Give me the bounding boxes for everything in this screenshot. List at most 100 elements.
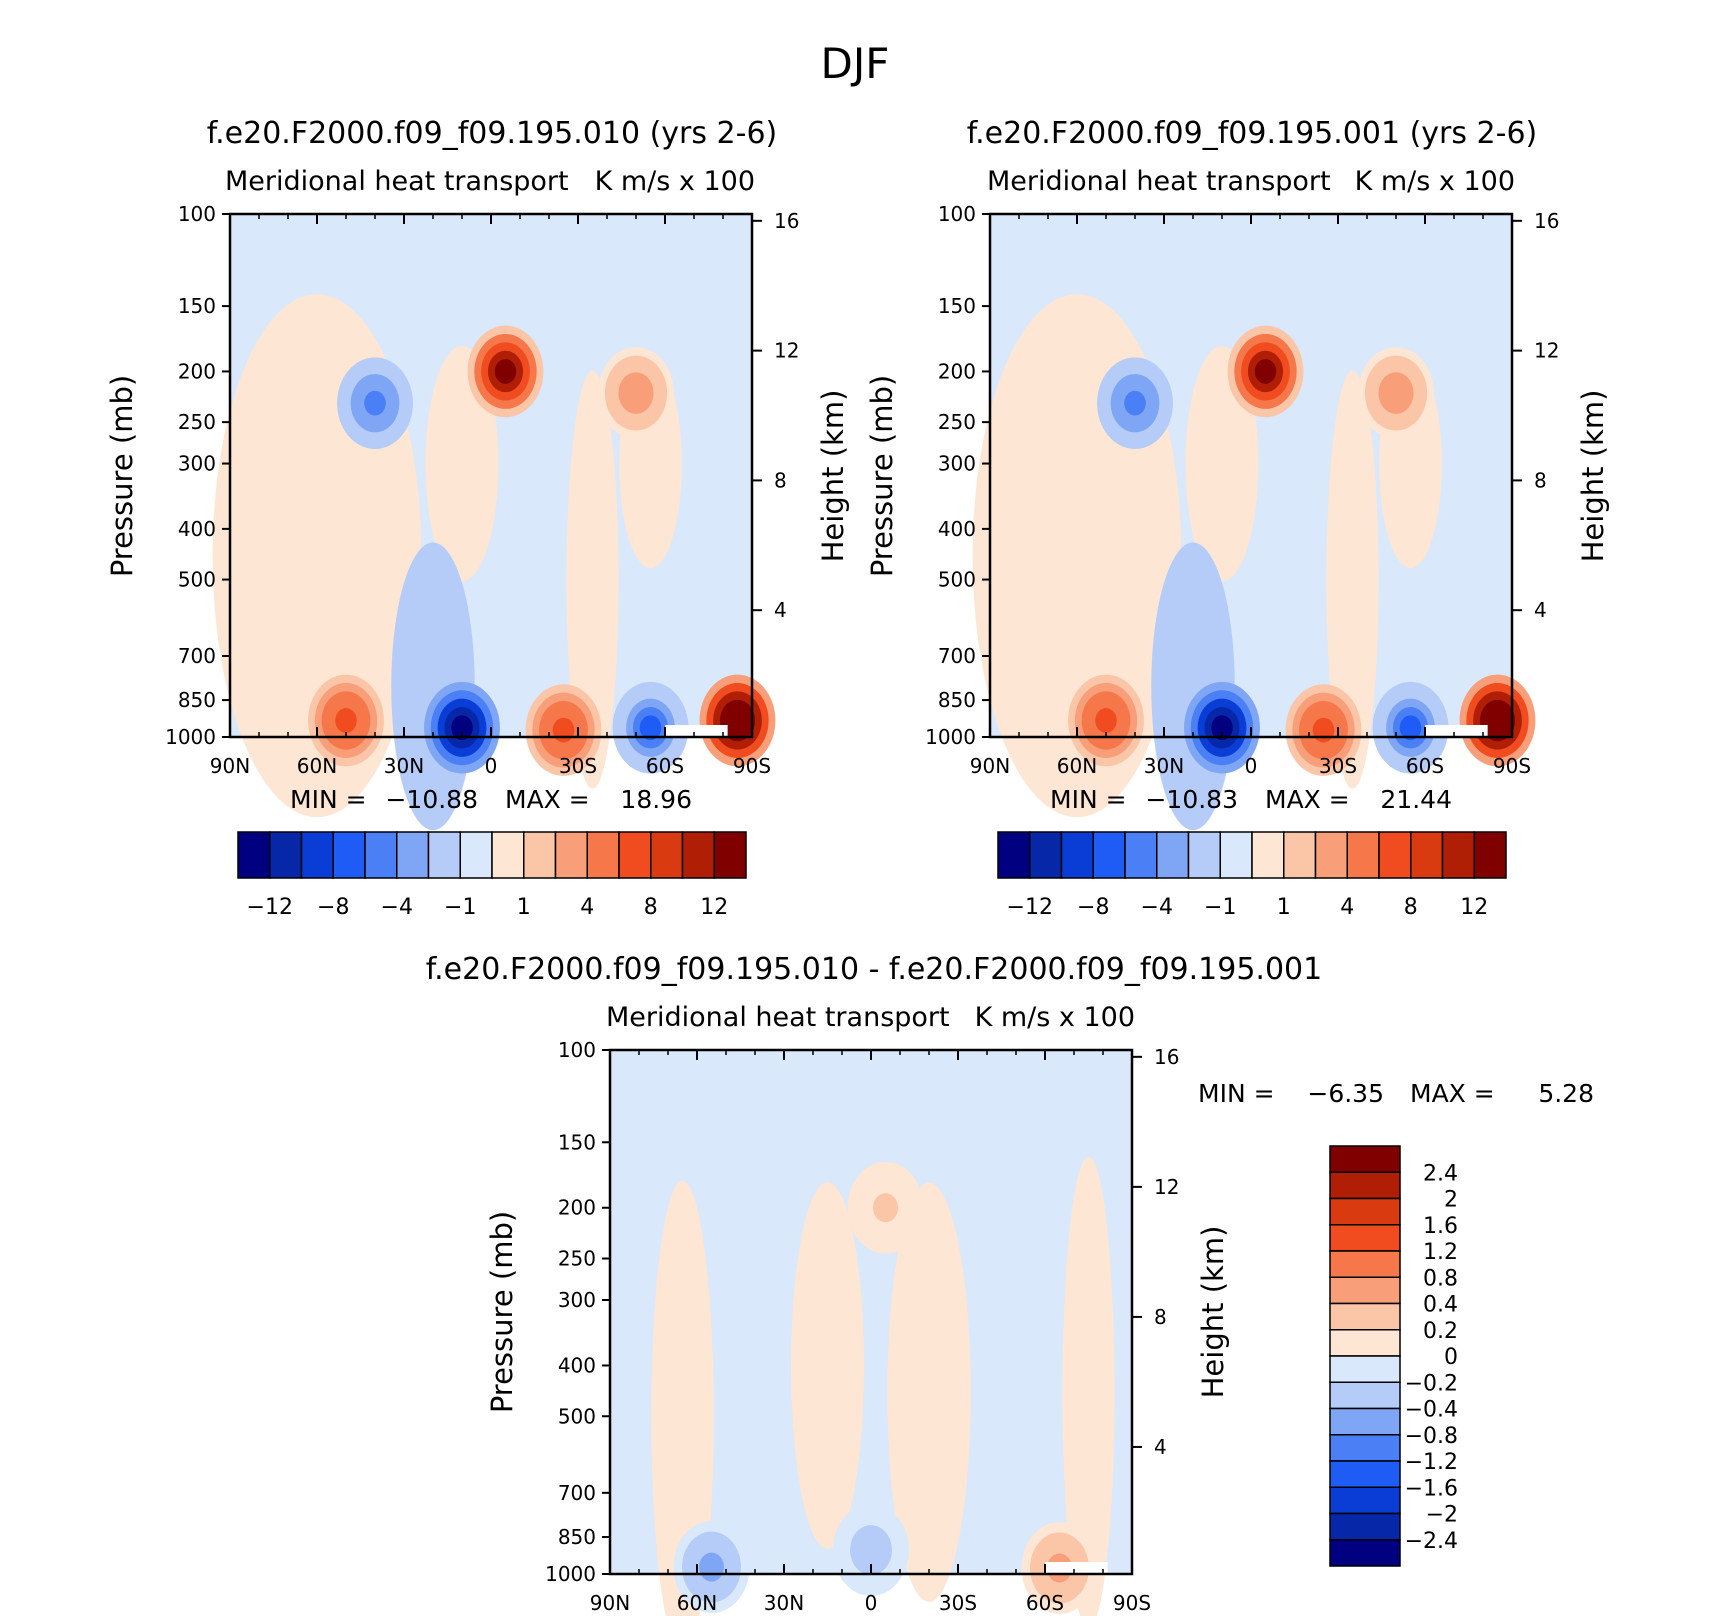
colorbar-swatch — [1329, 1276, 1401, 1305]
colorbar-swatch — [1410, 831, 1444, 879]
panel-diff-max-label: MAX = — [1410, 1079, 1495, 1108]
colorbar-label: 0.4 — [1423, 1293, 1458, 1318]
panel-case1-plot: 100 150 200 250 300 400 500 700 850 1000 16 12 8 4 90N… — [165, 202, 799, 831]
y-tick-label: 850 — [178, 688, 216, 712]
contour-feature — [1211, 715, 1233, 741]
contour-feature — [858, 1535, 884, 1565]
height-tick-label: 12 — [1154, 1175, 1179, 1199]
contour-feature — [1124, 390, 1146, 416]
colorbar-swatch — [332, 831, 366, 879]
y-tick-label: 400 — [938, 517, 976, 541]
colorbar-label: 1.2 — [1423, 1240, 1458, 1265]
colorbar-swatch — [1251, 831, 1285, 879]
panel-case2: f.e20.F2000.f09_f09.195.001 (yrs 2-6) Me… — [865, 116, 1610, 920]
colorbar-swatch — [1124, 831, 1158, 879]
panel-diff-min-value: −6.35 — [1307, 1079, 1384, 1108]
x-tick-label: 90S — [1113, 1591, 1151, 1615]
contour-feature — [335, 708, 357, 733]
contour-feature — [699, 1552, 724, 1582]
panel-case2-ylabel-right: Height (km) — [1576, 390, 1610, 563]
panel-diff-ylabel: Pressure (mb) — [485, 1211, 519, 1413]
y-tick-label: 200 — [938, 359, 976, 383]
contour-feature — [625, 380, 647, 406]
x-tick-label: 90N — [590, 1591, 630, 1615]
x-tick-label: 30N — [384, 754, 424, 778]
colorbar-label: 12 — [700, 895, 728, 920]
x-tick-label: 60S — [646, 754, 684, 778]
y-tick-label: 700 — [558, 1481, 596, 1505]
colorbar-label: 8 — [644, 895, 658, 920]
colorbar-label: −12 — [247, 895, 293, 920]
y-tick-label: 1000 — [545, 1562, 596, 1586]
panel-case1-ylabel-right: Height (km) — [816, 390, 850, 563]
x-tick-label: 30S — [939, 1591, 977, 1615]
y-tick-label: 850 — [558, 1525, 596, 1549]
colorbar-label: 2.4 — [1423, 1161, 1458, 1186]
y-tick-label: 100 — [178, 202, 216, 226]
contour-feature — [873, 1193, 898, 1223]
contour-feature — [494, 359, 517, 384]
colorbar-label: −4 — [1141, 895, 1173, 920]
x-tick-label: 30S — [1319, 754, 1357, 778]
height-tick-label: 12 — [1534, 339, 1559, 363]
height-tick-label: 8 — [1534, 468, 1547, 492]
contour-band — [1326, 370, 1379, 789]
height-tick-label: 16 — [774, 209, 799, 233]
colorbar-label: 1 — [517, 895, 531, 920]
contour-feature — [639, 715, 662, 741]
colorbar-swatch — [1329, 1539, 1401, 1567]
contour-feature — [1254, 359, 1277, 384]
colorbar-label: −12 — [1007, 895, 1053, 920]
colorbar-swatch — [1329, 1302, 1401, 1331]
panel-diff-subtitle-right: K m/s x 100 — [975, 1002, 1135, 1033]
x-tick-label: 30N — [1144, 754, 1184, 778]
y-tick-label: 300 — [178, 452, 216, 476]
colorbar-label: 8 — [1404, 895, 1418, 920]
panel-case2-plot: 100 150 200 250 300 400 500 700 850 1000 16 12 8 4 90N… — [925, 202, 1559, 831]
contour-feature — [1486, 708, 1509, 733]
y-tick-label: 300 — [938, 452, 976, 476]
colorbar-label: 0.8 — [1423, 1266, 1458, 1291]
missing-data-patch — [665, 725, 728, 737]
colorbar-swatch — [1329, 1224, 1401, 1252]
colorbar-label: 1.6 — [1423, 1214, 1458, 1239]
colorbar-swatch — [1329, 1381, 1401, 1410]
y-tick-label: 700 — [938, 644, 976, 668]
height-tick-label: 8 — [774, 468, 787, 492]
y-tick-label: 100 — [938, 202, 976, 226]
figure-title: DJF — [821, 39, 890, 88]
panel-case2-subtitle-left: Meridional heat transport — [987, 166, 1331, 197]
colorbar-swatch — [1283, 831, 1317, 879]
height-tick-label: 16 — [1534, 209, 1559, 233]
colorbar-swatch — [1329, 1486, 1401, 1515]
x-tick-label: 60S — [1026, 1591, 1064, 1615]
colorbar-swatch — [1329, 1329, 1401, 1357]
missing-data-patch — [1425, 725, 1488, 737]
contour-feature — [552, 717, 575, 743]
colorbar-swatch — [1314, 831, 1348, 879]
colorbar-swatch — [300, 831, 334, 879]
y-tick-label: 850 — [938, 688, 976, 712]
colorbar-swatch — [1329, 1512, 1401, 1541]
panel-case1-ylabel: Pressure (mb) — [105, 375, 139, 577]
colorbar-label: 0.2 — [1423, 1319, 1458, 1344]
contour-feature — [364, 390, 386, 416]
colorbar-swatch — [1378, 831, 1412, 879]
colorbar-swatch — [713, 831, 747, 879]
colorbar-swatch — [1329, 1434, 1401, 1462]
x-tick-label: 60N — [1057, 754, 1097, 778]
height-tick-label: 12 — [774, 339, 799, 363]
y-tick-label: 300 — [558, 1288, 596, 1312]
colorbar-swatch — [1329, 1460, 1401, 1488]
colorbar-swatch — [523, 831, 557, 879]
colorbar-label: −8 — [1077, 895, 1109, 920]
panel-diff-colorbar: 2.421.61.20.80.40.20−0.2−0.4−0.8−1.2−1.6… — [1329, 1145, 1458, 1567]
panel-case2-min-value: −10.83 — [1145, 785, 1238, 814]
y-tick-label: 400 — [558, 1353, 596, 1377]
colorbar-swatch — [269, 831, 303, 879]
y-tick-label: 200 — [178, 359, 216, 383]
contour-band — [651, 1180, 714, 1616]
y-tick-label: 250 — [178, 410, 216, 434]
x-tick-label: 0 — [865, 1591, 878, 1615]
colorbar-swatch — [1187, 831, 1221, 879]
